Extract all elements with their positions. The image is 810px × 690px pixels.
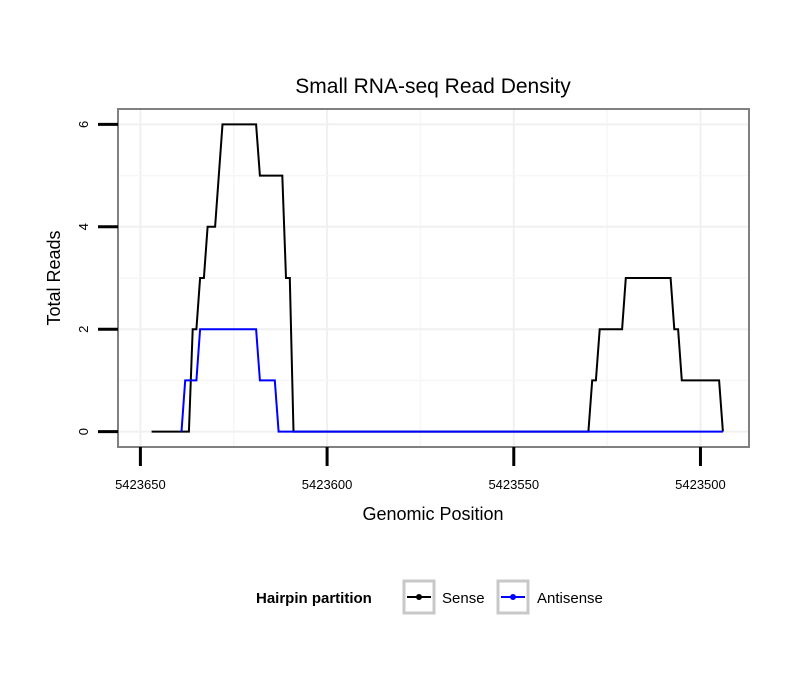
- y-tick-label: 6: [76, 121, 91, 128]
- y-axis-label: Total Reads: [44, 230, 64, 325]
- series-line-sense: [151, 123, 724, 433]
- legend-key-antisense-dot: [510, 594, 516, 600]
- y-tick-label: 0: [76, 428, 91, 435]
- x-tick-label: 5423500: [675, 477, 726, 492]
- y-tick-label: 4: [76, 223, 91, 230]
- series-line-antisense: [180, 328, 723, 433]
- x-tick-label: 5423600: [302, 477, 353, 492]
- legend-label-antisense: Antisense: [537, 590, 603, 607]
- x-axis-label: Genomic Position: [362, 504, 503, 524]
- x-axis: 5423650 5423600 5423550 5423500: [115, 447, 726, 492]
- grid-lines: [118, 109, 749, 447]
- chart-title: Small RNA-seq Read Density: [295, 75, 571, 98]
- series-layer: [151, 123, 724, 433]
- legend-key-sense-dot: [416, 594, 422, 600]
- legend-label-sense: Sense: [442, 590, 485, 607]
- legend-title: Hairpin partition: [256, 590, 372, 607]
- y-axis: 0 2 4 6: [76, 121, 118, 435]
- plot-panel: [117, 108, 750, 448]
- x-tick-label: 5423650: [115, 477, 166, 492]
- x-tick-label: 5423550: [488, 477, 539, 492]
- legend: Hairpin partition Sense Antisense: [256, 579, 603, 615]
- y-tick-label: 2: [76, 326, 91, 333]
